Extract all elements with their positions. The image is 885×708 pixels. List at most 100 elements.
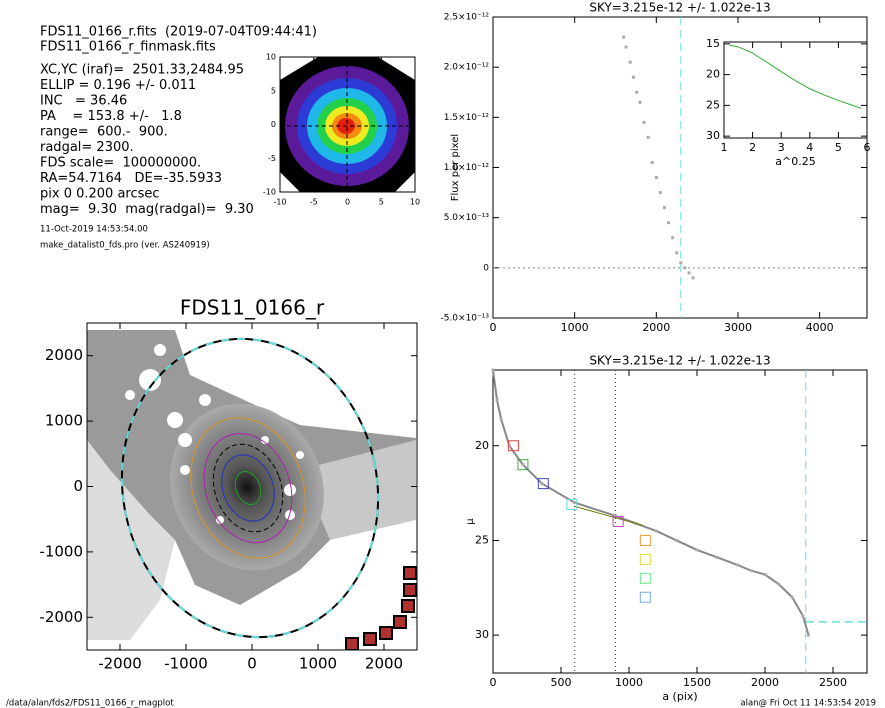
isophote-marker — [639, 591, 651, 603]
profile-line — [729, 44, 862, 109]
galaxy-image — [87, 323, 417, 650]
info-line: FDS scale= 100000000. — [40, 156, 201, 171]
profile-curve — [492, 369, 810, 636]
flux-point — [658, 191, 662, 195]
x-tick-label: 3000 — [724, 321, 752, 334]
profile-point — [807, 633, 811, 637]
x-tick-label: 2000 — [751, 676, 779, 689]
y-axis-label: Flux per pixel — [450, 134, 461, 201]
isophote-marker — [639, 534, 651, 546]
y-tick-label: 5 — [271, 86, 276, 95]
isophote-marker — [612, 516, 624, 527]
x-tick-label: 2000 — [642, 321, 670, 334]
info-line: PA = 153.8 +/- 1.8 — [40, 109, 182, 124]
flux-point — [631, 75, 635, 79]
x-tick-label: -10 — [273, 198, 286, 207]
flux-point — [675, 251, 679, 255]
x-tick-label: 2 — [749, 141, 756, 154]
x-tick-label: 0 — [247, 655, 257, 673]
profile-point — [540, 482, 544, 486]
info-line: FDS11_0166_r_finmask.fits — [40, 40, 216, 55]
isophote-image — [280, 57, 415, 192]
profile-point — [499, 417, 503, 421]
profile-point — [507, 444, 511, 448]
y-tick-label: 0 — [483, 263, 489, 273]
y-tick-label: 1.5×10⁻¹² — [444, 113, 490, 123]
flux-point — [622, 35, 626, 39]
y-tick-label: -5.0×10⁻¹³ — [440, 314, 489, 324]
flux-point — [642, 120, 646, 124]
x-tick-label: 10 — [410, 198, 420, 207]
y-tick-label: 5.0×10⁻¹³ — [444, 213, 490, 223]
fit-line — [574, 505, 643, 526]
flux-point — [650, 160, 654, 164]
y-tick-label: 0 — [271, 120, 276, 129]
profile-point — [736, 563, 740, 567]
y-tick-label: 10 — [266, 53, 276, 62]
x-tick-label: 0 — [345, 198, 350, 207]
flux-point — [635, 90, 639, 94]
x-tick-label: 0 — [490, 321, 497, 334]
x-tick-label: 1000 — [561, 321, 589, 334]
profile-point — [715, 555, 719, 559]
info-line: range= 600.- 900. — [40, 125, 168, 140]
profile-point — [749, 569, 753, 573]
x-tick-label: -5 — [310, 198, 318, 207]
x-tick-label: -2000 — [98, 655, 142, 673]
profile-point — [695, 548, 699, 552]
flux-point — [691, 276, 695, 280]
y-tick-label: 30 — [475, 628, 489, 641]
isophote-marker — [507, 440, 519, 452]
info-footnote: 11-Oct-2019 14:53:54.00 — [40, 225, 148, 235]
y-tick-label: 30 — [706, 129, 720, 142]
profile-point — [654, 529, 658, 533]
y-tick-label: 1000 — [45, 412, 83, 430]
x-tick-label: 1000 — [299, 655, 337, 673]
x-tick-label: 0 — [490, 676, 497, 689]
y-tick-label: 25 — [706, 98, 720, 111]
y-tick-label: 2.5×10⁻¹² — [444, 13, 490, 23]
isophote-marker — [639, 553, 651, 565]
profile-point — [763, 573, 767, 577]
chart-title: SKY=3.215e-12 +/- 1.022e-13 — [589, 1, 770, 15]
y-tick-label: 15 — [706, 37, 720, 50]
y-axis-label: μ — [465, 518, 476, 525]
plot-frame — [492, 369, 868, 674]
info-line: mag= 9.30 mag(radgal)= 9.30 — [40, 202, 254, 217]
flux-point — [687, 271, 691, 275]
profile-point — [521, 463, 525, 467]
isophote-marker — [639, 572, 651, 584]
flux-point — [679, 261, 683, 265]
flux-point — [667, 221, 671, 225]
x-tick-label: 4000 — [806, 321, 834, 334]
info-line: FDS11_0166_r.fits (2019-07-04T09:44:41) — [40, 25, 317, 40]
flux-point — [683, 266, 687, 270]
profile-point — [801, 614, 805, 618]
flux-point — [654, 176, 658, 180]
y-tick-label: 2.0×10⁻¹² — [444, 63, 490, 73]
flux-point — [628, 60, 632, 64]
info-line: radgal= 2300. — [40, 140, 134, 155]
flux-point — [638, 100, 642, 104]
x-axis-label: a^0.25 — [775, 155, 815, 168]
y-tick-label: -5 — [268, 154, 276, 163]
flux-point — [624, 45, 628, 49]
profile-point — [675, 538, 679, 542]
flux-point — [662, 206, 666, 210]
info-line: ELLIP = 0.196 +/- 0.011 — [40, 78, 196, 93]
profile-point — [790, 595, 794, 599]
y-tick-label: -1000 — [39, 542, 83, 560]
info-line: INC = 36.46 — [40, 94, 127, 109]
profile-point — [613, 514, 617, 518]
y-tick-label: -2000 — [39, 608, 83, 626]
isophote-marker — [566, 498, 578, 510]
profile-point — [777, 582, 781, 586]
x-tick-label: 5 — [379, 198, 384, 207]
x-tick-label: 3 — [778, 141, 785, 154]
info-footnote: make_datalist0_fds.pro (ver. AS240919) — [40, 241, 210, 251]
y-tick-label: 1.0×10⁻¹² — [444, 163, 490, 173]
x-tick-label: 2000 — [365, 655, 403, 673]
x-tick-label: 5 — [835, 141, 842, 154]
y-tick-label: 20 — [706, 68, 720, 81]
chart-title: SKY=3.215e-12 +/- 1.022e-13 — [589, 354, 770, 368]
